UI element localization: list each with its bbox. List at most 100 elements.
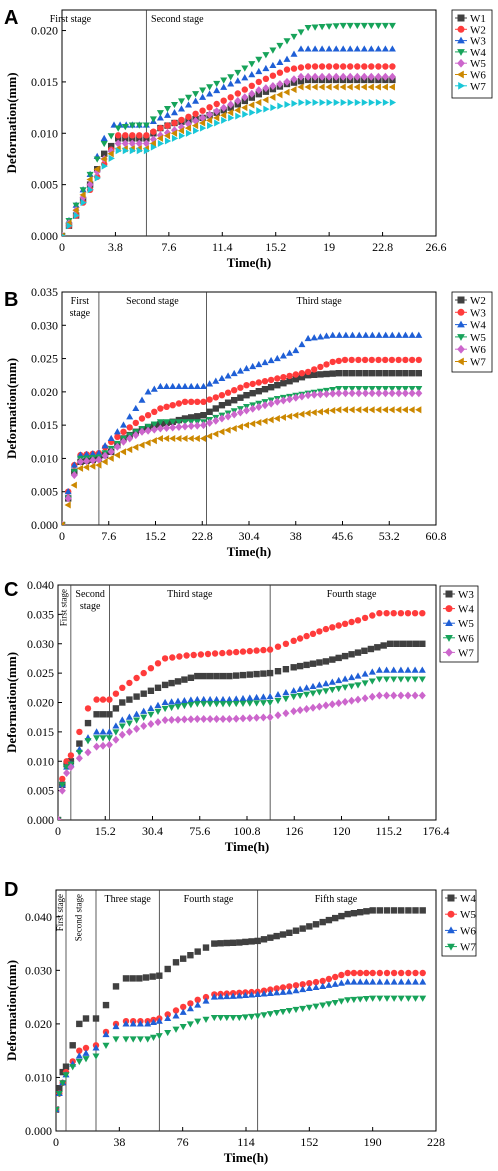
data-point-W4	[404, 610, 412, 617]
data-point-W2	[261, 386, 269, 393]
data-point-W3	[368, 356, 375, 364]
data-point-W7	[136, 147, 143, 155]
data-point-W6	[76, 457, 85, 466]
data-point-W2	[325, 63, 333, 70]
data-point-W5	[76, 1047, 83, 1054]
data-point-W7	[224, 426, 231, 434]
data-point-W4	[248, 61, 256, 68]
data-point-W6	[236, 408, 244, 417]
data-point-W5	[404, 666, 412, 673]
data-point-W4	[292, 346, 300, 354]
data-point-W4	[156, 110, 164, 117]
data-point-W7	[138, 441, 145, 449]
data-point-W7	[199, 434, 207, 443]
data-point-W4	[339, 22, 347, 30]
data-point-W3	[120, 428, 127, 435]
data-point-W7	[75, 1058, 83, 1066]
data-point-W4	[353, 22, 361, 30]
data-point-W3	[213, 672, 220, 680]
data-point-W7	[347, 98, 354, 107]
data-point-W7	[125, 727, 133, 736]
data-point-W4	[390, 610, 397, 617]
data-point-W7	[279, 413, 286, 421]
data-point-W4	[260, 936, 268, 943]
data-point-W2	[234, 90, 241, 97]
data-point-W3	[380, 642, 387, 649]
data-point-W4	[133, 674, 140, 682]
y-tick-label: 0.010	[25, 1070, 52, 1084]
y-tick-label: 0.015	[27, 725, 54, 739]
x-tick-label: 76	[177, 1135, 189, 1149]
data-point-W6	[129, 1020, 137, 1027]
data-point-W5	[292, 982, 300, 989]
data-point-W7	[115, 147, 122, 155]
data-point-W4	[332, 23, 340, 30]
data-point-W5	[184, 120, 193, 128]
data-point-W5	[332, 973, 339, 981]
x-tick-label: 7.6	[101, 529, 116, 543]
data-point-W7	[62, 521, 65, 525]
data-point-W2	[286, 378, 293, 385]
data-point-W6	[253, 700, 261, 707]
data-point-W5	[348, 673, 356, 681]
data-point-W4	[335, 622, 342, 629]
data-point-W4	[233, 648, 240, 656]
data-point-W6	[235, 992, 243, 999]
data-point-W6	[344, 978, 352, 985]
data-point-W6	[164, 1014, 172, 1022]
data-point-W2	[129, 132, 136, 139]
data-point-W5	[369, 969, 376, 977]
data-point-W2	[212, 405, 219, 412]
data-point-W5	[312, 978, 320, 986]
data-point-W7	[397, 995, 405, 1002]
data-point-W7	[193, 127, 200, 135]
data-point-W5	[390, 969, 398, 977]
data-point-W5	[419, 969, 426, 977]
data-point-W3	[335, 357, 342, 365]
x-tick-label: 45.6	[332, 529, 353, 543]
y-tick-label: 0.020	[25, 1017, 52, 1031]
data-point-W6	[234, 106, 241, 114]
y-tick-label: 0.035	[27, 607, 54, 621]
data-point-W6	[149, 1018, 158, 1026]
data-point-W6	[225, 701, 233, 708]
data-point-W4	[187, 382, 195, 390]
data-point-W5	[174, 697, 182, 704]
data-point-W4	[397, 610, 405, 617]
data-point-W5	[194, 996, 201, 1003]
data-point-W4	[206, 84, 214, 91]
data-point-W3	[367, 45, 375, 52]
data-point-W6	[369, 978, 377, 985]
y-tick-label: 0.030	[27, 637, 54, 651]
data-point-W6	[266, 699, 274, 707]
data-point-W3	[206, 672, 214, 680]
data-point-W7	[156, 434, 163, 443]
data-point-W3	[100, 134, 108, 141]
data-point-W4	[248, 938, 255, 945]
plot-frame	[57, 584, 437, 821]
data-point-W3	[388, 45, 396, 52]
data-point-W5	[163, 419, 171, 426]
data-point-W4	[107, 434, 115, 442]
data-point-W7	[223, 1014, 231, 1022]
data-point-W6	[273, 397, 281, 406]
data-point-W6	[362, 978, 370, 985]
series-W7	[62, 98, 397, 236]
data-point-W7	[150, 143, 158, 151]
legend-label-W2: W2	[470, 295, 486, 307]
data-point-W7	[164, 137, 172, 145]
data-point-W4	[286, 349, 294, 356]
data-point-W3	[234, 77, 242, 84]
data-point-W6	[150, 425, 158, 434]
data-point-W6	[144, 1020, 152, 1027]
data-point-W7	[242, 110, 249, 118]
data-point-W3	[354, 649, 362, 656]
data-point-W4	[279, 931, 287, 938]
panel-label: C	[4, 579, 18, 601]
stage-label-3: Three stage	[104, 894, 151, 905]
data-point-W3	[325, 45, 333, 52]
data-point-W6	[248, 101, 255, 109]
data-point-W6	[241, 104, 248, 112]
data-point-W6	[322, 688, 330, 695]
data-point-W4	[72, 202, 80, 209]
